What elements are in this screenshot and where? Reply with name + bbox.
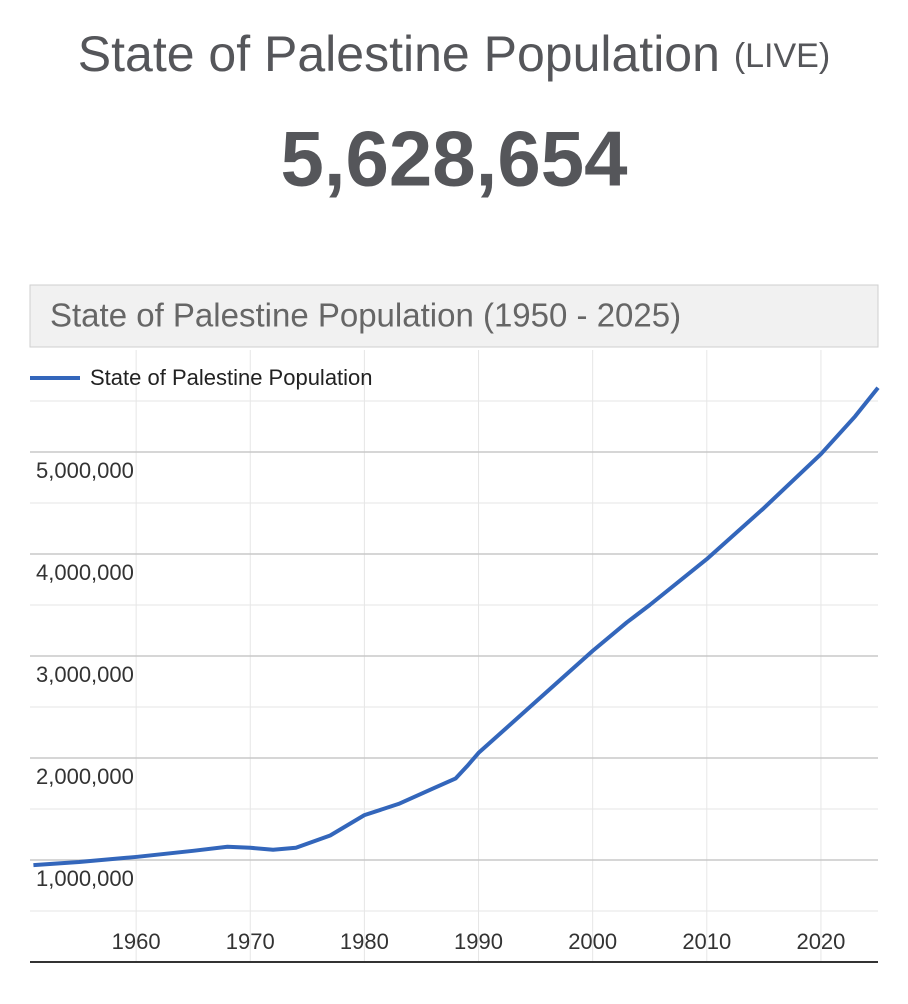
chart-header-box xyxy=(29,284,879,348)
y-tick-label: 1,000,000 xyxy=(36,866,134,891)
data-line xyxy=(33,386,880,868)
title-text: State of Palestine Population xyxy=(78,26,720,82)
x-tick-label: 1980 xyxy=(340,929,389,954)
y-tick-label: 5,000,000 xyxy=(36,458,134,483)
legend-label: State of Palestine Population xyxy=(90,365,373,390)
page-title: State of Palestine Population (LIVE) xyxy=(78,26,830,82)
x-tick-label: 2000 xyxy=(568,929,617,954)
live-count: 5,628,654 xyxy=(280,115,627,203)
x-tick-label: 1970 xyxy=(226,929,275,954)
chart-title: State of Palestine Population (1950 - 20… xyxy=(50,297,681,334)
x-tick-label: 1990 xyxy=(454,929,503,954)
y-tick-label: 2,000,000 xyxy=(36,764,134,789)
plot: 1,000,000 2,000,000 3,000,000 4,000,000 5,00… xyxy=(30,350,880,963)
x-tick-label: 2010 xyxy=(682,929,731,954)
y-tick-label: 3,000,000 xyxy=(36,662,134,687)
x-tick-label: 1960 xyxy=(112,929,161,954)
y-tick-label: 4,000,000 xyxy=(36,560,134,585)
x-tick-label: 2020 xyxy=(796,929,845,954)
title-suffix: (LIVE) xyxy=(734,37,830,75)
